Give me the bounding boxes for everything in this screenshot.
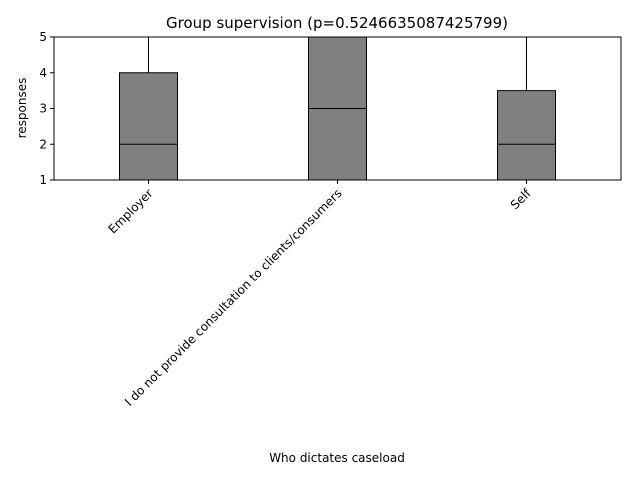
x-tick-label: I do not provide consultation to clients… xyxy=(122,186,345,409)
y-tick-label: 5 xyxy=(39,30,47,44)
plot-area xyxy=(53,36,622,181)
x-tick-label: Employer xyxy=(105,186,155,236)
box-3 xyxy=(497,36,556,181)
x-tick-label: Self xyxy=(508,186,534,212)
y-tick-label: 4 xyxy=(39,66,47,80)
box-body xyxy=(497,90,556,181)
y-axis: 1 2 3 4 5 xyxy=(39,30,54,187)
box-1 xyxy=(119,36,178,181)
y-tick-label: 1 xyxy=(39,173,47,187)
y-tick-label: 3 xyxy=(39,102,47,116)
y-tick-label: 2 xyxy=(39,137,47,151)
x-axis-label: Who dictates caseload xyxy=(269,451,405,465)
box-2 xyxy=(308,36,367,181)
box-body xyxy=(119,72,178,181)
chart-title: Group supervision (p=0.5246635087425799) xyxy=(166,14,508,32)
y-axis-label: responses xyxy=(15,78,29,139)
